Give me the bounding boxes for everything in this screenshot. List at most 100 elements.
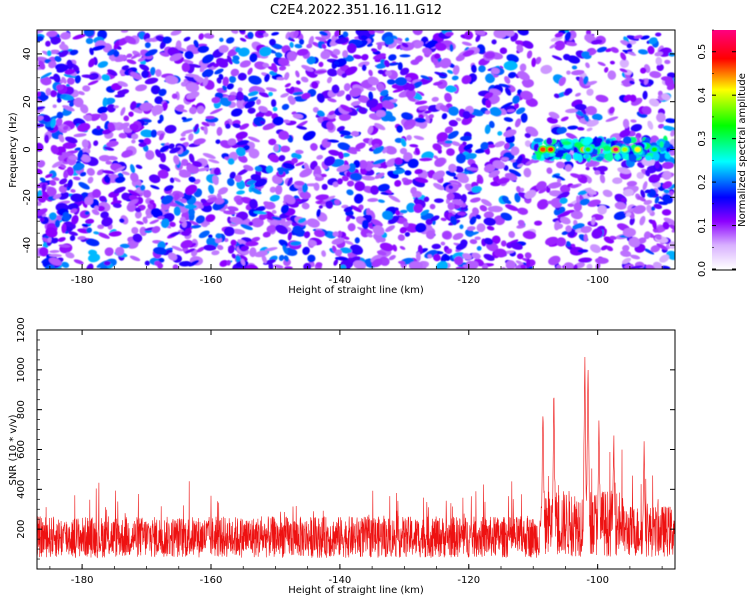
heatmap-cell	[429, 203, 436, 210]
x-tick-label: -180	[71, 575, 94, 586]
heatmap-cell	[462, 141, 467, 146]
heatmap-cell	[318, 205, 323, 209]
heatmap-cell	[573, 202, 582, 212]
heatmap-cell	[399, 246, 406, 250]
heatmap-cell	[240, 245, 250, 252]
heatmap-cell	[266, 165, 274, 174]
heatmap-cell	[394, 157, 403, 165]
heatmap-cell	[159, 145, 170, 153]
heatmap-cell	[86, 168, 95, 176]
heatmap-cell	[283, 194, 296, 205]
heatmap-cell	[119, 243, 131, 249]
heatmap-cell	[54, 55, 62, 62]
heatmap-cell	[51, 160, 63, 168]
heatmap-cell	[447, 130, 459, 140]
heatmap-cell	[432, 143, 442, 151]
heatmap-cell	[441, 113, 448, 120]
heatmap-cell	[138, 142, 147, 148]
heatmap-cell	[120, 30, 129, 33]
heatmap-cell	[150, 185, 160, 190]
heatmap-cell	[323, 195, 336, 202]
heatmap-cell	[278, 239, 289, 247]
heatmap-cell	[103, 260, 111, 266]
heatmap-cell	[567, 203, 575, 207]
heatmap-cell	[88, 58, 96, 68]
heatmap-cell	[203, 125, 208, 135]
heatmap-cell	[461, 41, 472, 46]
heatmap-cell	[503, 117, 514, 122]
heatmap-cell	[202, 153, 216, 159]
signal-cell	[592, 148, 598, 155]
heatmap-cell	[358, 159, 368, 169]
heatmap-cell	[524, 252, 532, 259]
heatmap-cell	[242, 144, 251, 151]
heatmap-cell	[108, 231, 122, 237]
heatmap-cell	[79, 171, 87, 177]
heatmap-cell	[350, 130, 360, 137]
heatmap-cell	[432, 254, 441, 262]
heatmap-cell	[376, 250, 387, 256]
heatmap-cell	[608, 106, 615, 114]
heatmap-cell	[526, 258, 531, 268]
y-tick-label: 1000	[16, 357, 27, 382]
signal-cell	[622, 136, 632, 145]
heatmap-cell	[167, 252, 178, 261]
heatmap-cell	[662, 170, 672, 180]
heatmap-cell	[408, 261, 423, 269]
heatmap-cell	[37, 108, 45, 115]
heatmap-cell	[61, 223, 67, 234]
heatmap-cell	[182, 129, 194, 134]
heatmap-cell	[571, 69, 585, 76]
heatmap-cell	[332, 231, 339, 237]
signal-peak	[612, 147, 619, 152]
heatmap-cell	[87, 80, 99, 86]
heatmap-cell	[58, 244, 71, 248]
heatmap-cell	[335, 256, 349, 261]
heatmap-cell	[500, 212, 512, 221]
heatmap-cell	[629, 80, 635, 85]
heatmap-cell	[244, 100, 256, 109]
heatmap-cell	[58, 134, 65, 143]
heatmap-cell	[319, 31, 328, 37]
heatmap-cell	[49, 49, 60, 55]
heatmap-cell	[602, 189, 613, 198]
heatmap-cell	[178, 170, 192, 178]
heatmap-cell	[444, 92, 452, 103]
heatmap-cell	[667, 183, 675, 190]
heatmap-cell	[352, 54, 362, 60]
heatmap-cell	[295, 149, 304, 154]
heatmap-cell	[622, 77, 635, 87]
heatmap-cell	[114, 55, 128, 63]
heatmap-cell	[586, 119, 599, 127]
heatmap-cell	[367, 198, 379, 203]
colorbar-tick-label: 0.2	[697, 174, 708, 190]
heatmap-cell	[354, 181, 366, 192]
heatmap-cell	[297, 217, 306, 224]
heatmap-cell	[516, 155, 523, 165]
heatmap-cell	[294, 180, 305, 186]
heatmap-cell	[198, 230, 210, 239]
heatmap-cell	[647, 45, 655, 55]
heatmap-cell	[653, 261, 663, 269]
heatmap-cell	[62, 105, 75, 112]
heatmap-cell	[135, 84, 148, 92]
heatmap-cell	[183, 36, 191, 42]
heatmap-cell	[232, 55, 240, 61]
heatmap-cell	[661, 76, 674, 82]
heatmap-cell	[151, 226, 161, 234]
heatmap-cell	[340, 104, 353, 113]
heatmap-cell	[278, 154, 286, 162]
heatmap-cell	[184, 248, 196, 254]
heatmap-cell	[669, 138, 675, 146]
heatmap-cell	[627, 51, 637, 56]
heatmap-cell	[347, 223, 356, 232]
heatmap-cell	[569, 246, 584, 256]
heatmap-cell	[268, 91, 273, 97]
heatmap-cell	[62, 142, 77, 149]
heatmap-cell	[493, 30, 508, 39]
heatmap-cell	[573, 264, 578, 269]
heatmap-cell	[640, 189, 646, 198]
heatmap-cell	[597, 205, 607, 215]
heatmap-cell	[99, 195, 107, 202]
heatmap-cell	[80, 104, 89, 114]
